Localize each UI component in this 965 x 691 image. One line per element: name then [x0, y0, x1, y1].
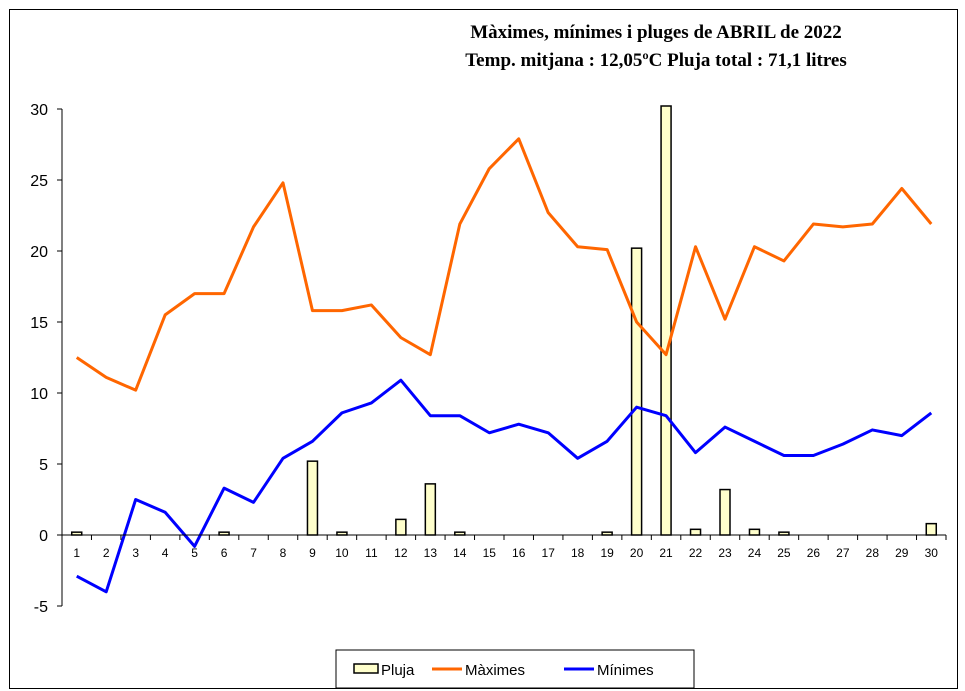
chart-title-line1: Màximes, mínimes i pluges de ABRIL de 20…	[470, 22, 842, 43]
x-tick-label: 17	[542, 546, 556, 560]
rain-bar	[689, 528, 702, 536]
y-tick-label: 25	[30, 173, 48, 190]
legend-box	[335, 649, 695, 688]
y-tick-label: 20	[30, 244, 48, 261]
x-tick-label: 12	[394, 546, 408, 560]
x-tick-label: 15	[483, 546, 497, 560]
y-tick-label: -5	[34, 599, 48, 616]
legend-label-max: Màximes	[465, 662, 525, 679]
x-tick-label: 1	[73, 546, 80, 560]
x-tick-label: 25	[777, 546, 791, 560]
x-tick-label: 16	[512, 546, 526, 560]
rain-bar	[925, 522, 938, 536]
rain-bars	[70, 105, 938, 536]
x-tick-label: 9	[309, 546, 316, 560]
x-tick-label: 26	[807, 546, 821, 560]
temperature-lines	[75, 137, 933, 594]
chart-frame: Màximes, mínimes i pluges de ABRIL de 20…	[9, 9, 958, 689]
x-tick-label: 18	[571, 546, 585, 560]
rain-bar	[748, 528, 761, 536]
max-temp-line	[75, 137, 933, 392]
x-tick-label: 19	[600, 546, 614, 560]
x-tick-label: 4	[162, 546, 169, 560]
x-tick-label: 5	[191, 546, 198, 560]
y-tick-label: 15	[30, 315, 48, 332]
min-temp-line	[76, 378, 933, 594]
x-tick-label: 29	[895, 546, 909, 560]
y-tick-label: 0	[39, 528, 48, 545]
x-tick-label: 20	[630, 546, 644, 560]
chart-title-line2: Temp. mitjana : 12,05ºC Pluja total : 71…	[465, 50, 847, 71]
x-tick-label: 3	[132, 546, 139, 560]
rain-bar	[395, 518, 407, 536]
x-tick-label: 2	[103, 546, 110, 560]
x-tick-label: 11	[365, 546, 378, 560]
x-tick-label: 24	[748, 546, 762, 560]
x-tick-label: 14	[453, 546, 467, 560]
legend-swatch-rain	[353, 663, 379, 674]
x-tick-label: 13	[424, 546, 438, 560]
x-tick-label: 21	[659, 546, 673, 560]
legend-label-rain: Pluja	[381, 662, 415, 679]
rain-bar	[660, 105, 672, 536]
rain-bar	[630, 247, 643, 536]
legend-label-min: Mínimes	[597, 662, 654, 679]
y-tick-label: 5	[39, 457, 48, 474]
x-tick-label: 22	[689, 546, 703, 560]
x-tick-label: 8	[280, 546, 287, 560]
chart: Màximes, mínimes i pluges de ABRIL de 20…	[30, 22, 947, 688]
x-tick-label: 10	[335, 546, 349, 560]
y-tick-label: 30	[30, 102, 48, 119]
x-tick-label: 23	[718, 546, 732, 560]
x-tick-label: 27	[836, 546, 850, 560]
rain-bar	[424, 483, 437, 536]
rain-bar	[306, 460, 319, 536]
x-tick-label: 30	[925, 546, 939, 560]
legend: Pluja Màximes Mínimes	[335, 649, 695, 688]
x-tick-label: 28	[866, 546, 880, 560]
x-tick-label: 7	[250, 546, 257, 560]
x-tick-label: 6	[221, 546, 228, 560]
y-tick-label: 10	[30, 386, 48, 403]
rain-bar	[719, 488, 731, 536]
